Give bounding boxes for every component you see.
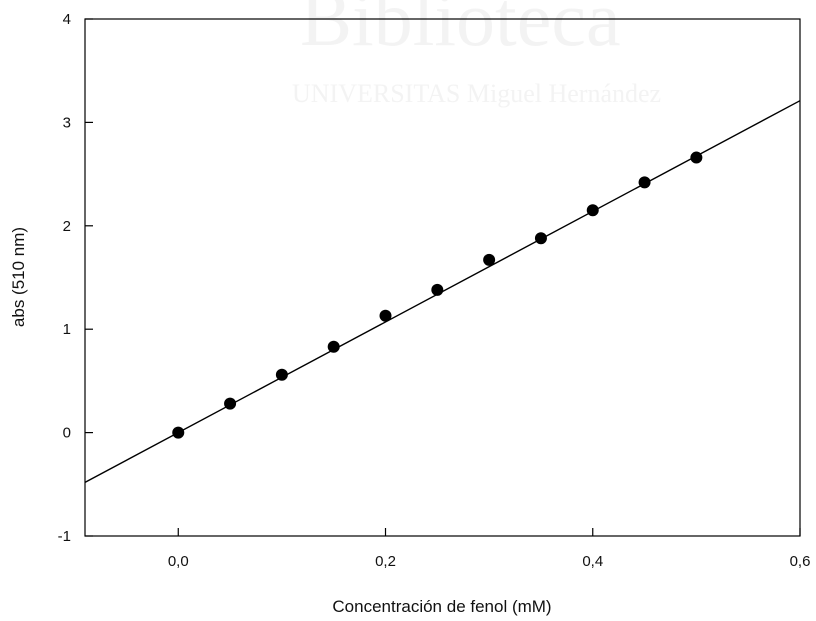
y-tick-label: 0 (63, 425, 71, 442)
data-point (690, 151, 703, 164)
data-point (534, 232, 547, 245)
plot-frame (84, 18, 801, 537)
y-tick-label: 3 (63, 114, 71, 131)
data-point (638, 176, 651, 189)
y-tick-label: 4 (63, 11, 71, 28)
y-tick-label: 2 (63, 218, 71, 235)
y-tick-label: -1 (58, 528, 71, 545)
data-point (275, 368, 288, 381)
x-axis-title: Concentración de fenol (mM) (332, 597, 551, 616)
y-axis-title: abs (510 nm) (9, 227, 28, 327)
watermark-title: Biblioteca (300, 0, 621, 62)
data-point (172, 426, 185, 439)
x-tick-label: 0,4 (582, 553, 603, 570)
data-point (327, 340, 340, 353)
data-point (431, 283, 444, 296)
x-tick-label: 0,6 (790, 553, 811, 570)
watermark: Biblioteca UNIVERSITAS Miguel Hernández (292, 0, 661, 108)
data-point (224, 397, 237, 410)
x-tick-label: 0,0 (168, 553, 189, 570)
y-tick-label: 1 (63, 321, 71, 338)
data-point (586, 204, 599, 217)
data-point (483, 253, 496, 266)
data-point (379, 309, 392, 322)
x-tick-label: 0,2 (375, 553, 396, 570)
watermark-subtitle: UNIVERSITAS Miguel Hernández (292, 79, 661, 108)
